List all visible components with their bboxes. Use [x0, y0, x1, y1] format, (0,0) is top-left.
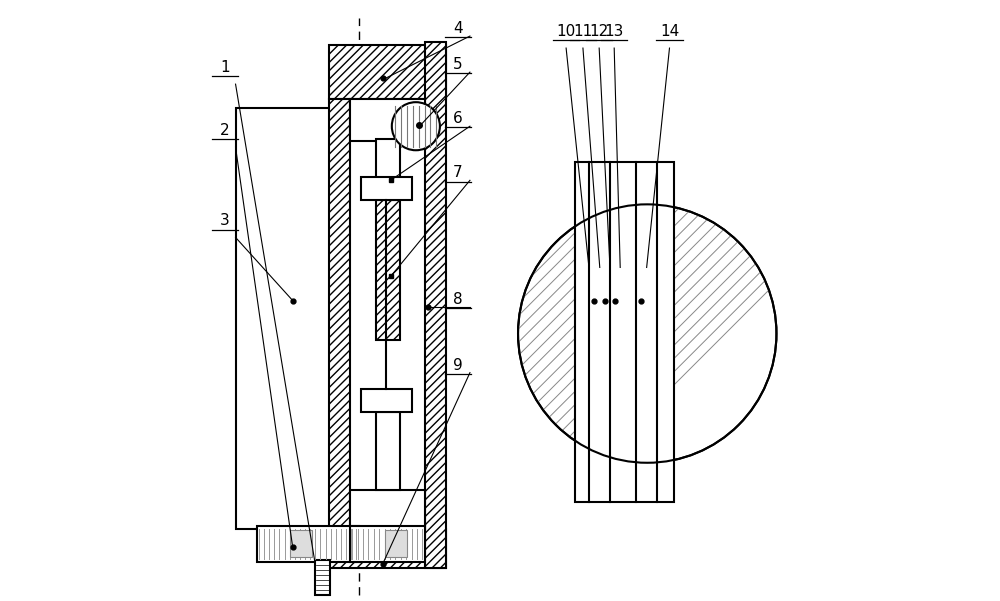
Bar — [257, 526, 359, 562]
Bar — [350, 490, 425, 529]
Bar — [329, 529, 446, 568]
Bar — [385, 530, 407, 557]
Bar — [290, 530, 312, 557]
Bar — [236, 108, 356, 529]
Bar — [350, 99, 425, 141]
Circle shape — [518, 204, 776, 463]
Text: 8: 8 — [453, 291, 463, 307]
Bar — [376, 412, 400, 490]
Text: 1: 1 — [220, 60, 230, 75]
Text: 11: 11 — [573, 24, 593, 39]
Bar — [361, 177, 412, 200]
Text: 4: 4 — [453, 21, 463, 36]
Bar — [376, 200, 400, 340]
Bar — [361, 389, 412, 412]
Text: 7: 7 — [453, 165, 463, 180]
Text: 14: 14 — [660, 24, 679, 39]
Bar — [350, 99, 425, 529]
Text: 12: 12 — [590, 24, 609, 39]
Bar — [350, 526, 425, 562]
Bar — [329, 45, 446, 99]
Text: 10: 10 — [556, 24, 576, 39]
Bar — [376, 139, 400, 200]
Text: 2: 2 — [220, 123, 230, 138]
Bar — [329, 99, 350, 529]
Bar — [425, 42, 446, 568]
Text: 13: 13 — [605, 24, 624, 39]
Text: 9: 9 — [453, 358, 463, 373]
Text: 6: 6 — [453, 111, 463, 126]
Circle shape — [392, 102, 440, 150]
Bar — [315, 560, 330, 595]
Text: 3: 3 — [220, 213, 230, 228]
Bar — [575, 162, 674, 502]
Text: 5: 5 — [453, 57, 463, 72]
